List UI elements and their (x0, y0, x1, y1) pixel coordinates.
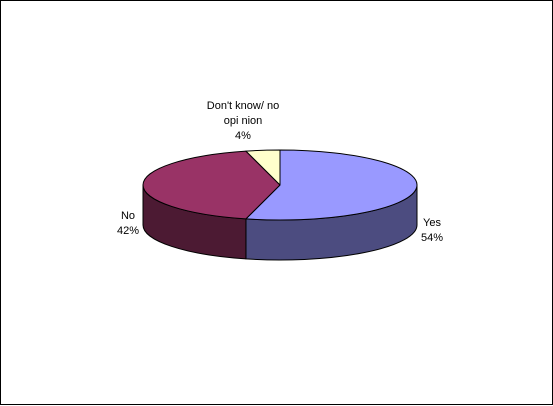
pie-tops (142, 149, 418, 221)
slice-top-no (142, 150, 281, 220)
slice-top-yes (245, 149, 418, 221)
slice-top-don-t-know-no-opinion (245, 149, 281, 186)
data-label-line: No (121, 210, 135, 222)
data-label-line: Yes (423, 217, 441, 229)
data-label-no: No 42% (117, 210, 139, 237)
data-label-don-t-know-no-opinion: Don't know/ no opi nion 4% (207, 100, 279, 142)
data-label-line: 4% (235, 130, 251, 142)
data-label-line: Don't know/ no (207, 100, 279, 112)
data-label-line: 42% (117, 225, 139, 237)
data-label-yes: Yes 54% (421, 217, 443, 244)
data-label-line: opi nion (224, 115, 263, 127)
pie-labels: Yes 54% No 42% Don't know/ no opi nion 4% (117, 100, 443, 244)
data-label-line: 54% (421, 232, 443, 244)
